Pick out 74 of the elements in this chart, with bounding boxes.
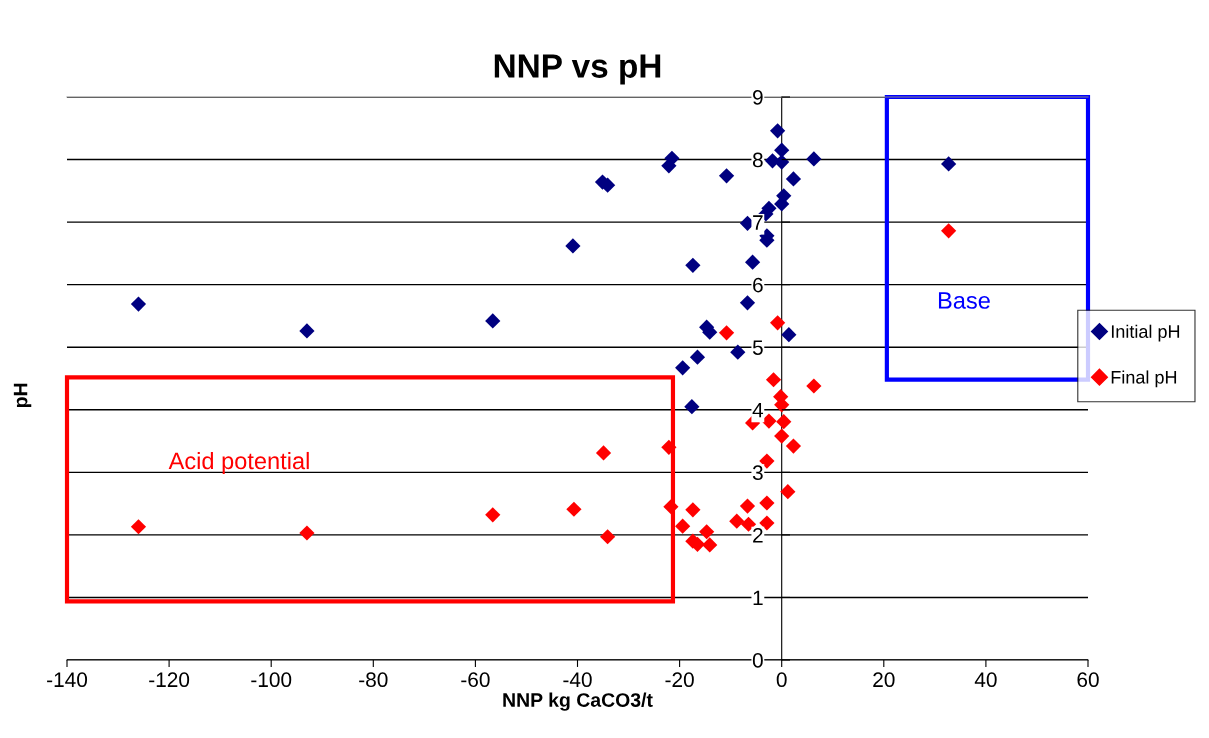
- x-tick-label: 20: [873, 672, 895, 688]
- x-tick-label: 0: [776, 672, 787, 688]
- chart-title: NNP vs pH: [494, 54, 661, 85]
- point: [699, 524, 715, 540]
- y-tick-label: 8: [752, 152, 763, 168]
- point: [941, 223, 957, 239]
- point: [729, 513, 745, 529]
- y-tick-label: 7: [753, 215, 763, 230]
- point: [718, 325, 735, 341]
- x-tick-label: 60: [1077, 672, 1099, 688]
- point: [761, 413, 777, 429]
- point: [774, 154, 790, 170]
- point: [774, 428, 790, 444]
- point: [941, 156, 957, 172]
- x-tick-label: -120: [149, 672, 190, 688]
- y-tick-label: 4: [752, 402, 764, 418]
- x-tick-label: 40: [974, 672, 997, 688]
- y-tick-label: 0: [752, 653, 763, 668]
- annotation: Acid potential: [168, 451, 309, 474]
- y-tick-label: 6: [753, 277, 763, 293]
- point: [299, 525, 315, 541]
- point: [774, 196, 790, 212]
- x-tick-label: -60: [461, 672, 490, 688]
- point: [675, 360, 691, 376]
- x-tick-label: -20: [665, 672, 694, 688]
- point: [785, 171, 802, 187]
- point: [770, 315, 786, 331]
- point: [685, 502, 701, 518]
- point: [744, 254, 761, 270]
- point: [595, 445, 612, 461]
- y-tick-label: 5: [752, 340, 763, 355]
- point: [785, 438, 802, 454]
- x-tick-label: -80: [359, 672, 388, 688]
- point: [739, 295, 756, 311]
- annotation: Base: [938, 292, 990, 309]
- point: [675, 518, 691, 534]
- point: [739, 498, 756, 514]
- point: [806, 378, 822, 394]
- point: [765, 372, 782, 388]
- point: [663, 499, 679, 515]
- point: [566, 501, 582, 517]
- x-axis-title: NNP kg CaCO3/t: [503, 692, 653, 711]
- point: [689, 349, 706, 365]
- legend-label: Initial pH: [1111, 324, 1180, 342]
- point: [661, 439, 677, 455]
- point: [776, 414, 792, 430]
- point: [780, 484, 796, 500]
- point: [130, 296, 147, 312]
- point: [565, 238, 581, 254]
- point: [774, 142, 790, 158]
- point: [718, 168, 735, 184]
- point: [759, 495, 775, 511]
- y-tick-label: 9: [753, 90, 763, 105]
- point: [661, 158, 677, 174]
- point: [702, 537, 718, 553]
- point: [299, 323, 315, 339]
- point: [770, 123, 786, 139]
- point: [485, 507, 501, 523]
- y-axis-title: pH: [13, 383, 32, 408]
- point: [485, 313, 501, 329]
- y-tick-label: 1: [753, 590, 763, 605]
- x-tick-label: -40: [563, 672, 592, 688]
- point: [730, 344, 746, 360]
- point: [130, 519, 147, 535]
- point: [600, 529, 616, 545]
- point: [806, 151, 822, 167]
- x-tick-label: -140: [47, 672, 88, 688]
- point: [684, 399, 700, 415]
- point: [685, 257, 701, 273]
- y-tick-label: 3: [752, 465, 763, 481]
- x-tick-label: -100: [251, 672, 292, 688]
- legend-label: Final pH: [1111, 370, 1177, 388]
- y-tick-label: 2: [753, 527, 763, 543]
- point: [781, 327, 797, 343]
